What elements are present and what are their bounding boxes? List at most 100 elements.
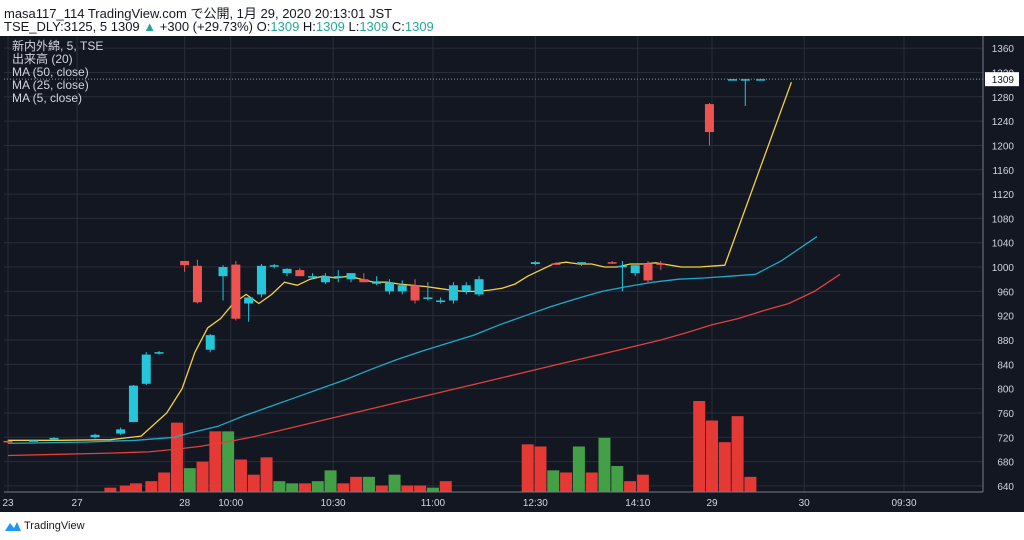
volume-bar <box>260 457 273 492</box>
time-tick-label: 29 <box>706 498 718 509</box>
candle-body <box>90 434 100 438</box>
price-tick-label: 1240 <box>992 117 1015 128</box>
volume-bar <box>119 485 132 492</box>
legend-ma5[interactable]: MA (5, close) <box>12 91 83 105</box>
time-tick-label: 10:30 <box>321 498 346 509</box>
candle-body <box>116 429 126 434</box>
candle-body <box>756 79 766 81</box>
tradingview-logo-icon <box>5 522 21 531</box>
volume-bar <box>534 446 547 492</box>
low-value: 1309 <box>359 19 389 34</box>
volume-bar <box>158 472 171 492</box>
legend-symbol[interactable]: 新内外綿, 5, TSE <box>12 39 104 53</box>
volume-bar <box>222 431 235 492</box>
volume-bar <box>196 461 209 492</box>
volume-bar <box>247 474 260 492</box>
volume-bar <box>350 476 363 492</box>
volume-bar <box>273 481 286 492</box>
symbol-quote: TSE_DLY:3125, 5 1309 ▲ +300 (+29.73%) O:… <box>4 19 434 34</box>
open-value: 1309 <box>270 19 300 34</box>
volume-bar <box>572 446 585 492</box>
volume-bar <box>598 437 611 492</box>
candle-body <box>727 79 737 81</box>
candle-body <box>740 79 750 81</box>
high-label: H: <box>302 19 316 34</box>
price-chart[interactable]: 640 680 720 760 800 840 880 920 960 1000 1040 1080 1… <box>0 36 1024 512</box>
volume-bar <box>731 416 744 492</box>
time-tick-label: 30 <box>799 498 811 509</box>
volume-bar <box>439 481 452 492</box>
candle-body <box>410 285 420 301</box>
volume-bar <box>693 401 706 492</box>
candle-body <box>295 270 305 277</box>
candle-body <box>256 265 266 295</box>
candle-body <box>282 268 292 274</box>
volume-bar <box>104 487 117 492</box>
candle-body <box>423 297 433 299</box>
candle-body <box>704 104 714 133</box>
candle-body <box>231 264 241 319</box>
candle-body <box>643 263 653 281</box>
close-label: C: <box>391 19 405 34</box>
volume-bar <box>706 420 718 492</box>
low-label: L: <box>348 19 360 34</box>
ma5-line <box>8 81 793 441</box>
candle-body <box>359 279 369 283</box>
candle-body <box>397 285 407 292</box>
time-tick-label: 09:30 <box>891 498 916 509</box>
candle-body <box>154 352 164 354</box>
volume-bar <box>337 483 350 492</box>
price-tick-label: 1360 <box>992 44 1015 55</box>
candle-body <box>372 282 382 284</box>
price-tick-label: 1080 <box>992 214 1015 225</box>
volume-bar <box>426 487 439 492</box>
time-tick-label: 23 <box>2 498 14 509</box>
price-tick-label: 880 <box>997 336 1014 347</box>
price-tick-label: 800 <box>997 385 1014 396</box>
price-tick-label: 920 <box>997 312 1014 323</box>
time-tick-label: 10:00 <box>218 498 243 509</box>
legend-volume[interactable]: 出来高 (20) <box>12 52 73 66</box>
volume-bar <box>286 483 299 492</box>
candle-body <box>308 276 318 278</box>
candle-body <box>320 276 330 283</box>
volume-bar <box>234 459 247 492</box>
candle-body <box>630 265 640 274</box>
price-tick-label: 1040 <box>992 239 1015 250</box>
price-tick-label: 640 <box>997 482 1014 493</box>
volume-bar <box>183 468 196 492</box>
volume-bar <box>130 483 142 492</box>
volume-bar <box>145 481 158 492</box>
volume-bar <box>388 474 401 492</box>
close-value: 1309 <box>404 19 434 34</box>
volume-bar <box>560 472 573 492</box>
price-tick-label: 760 <box>997 409 1014 420</box>
candle-body <box>205 335 215 350</box>
volume-bar <box>362 476 375 492</box>
candle-body <box>436 300 446 302</box>
legend-ma25[interactable]: MA (25, close) <box>12 78 89 92</box>
candle-body <box>474 279 484 295</box>
candle-body <box>384 282 394 292</box>
candle-body <box>346 273 356 280</box>
volume-bar <box>209 431 222 492</box>
legend-ma50[interactable]: MA (50, close) <box>12 65 89 79</box>
volume-bar <box>298 483 311 492</box>
volume-bar <box>170 422 183 492</box>
last-price-badge <box>985 72 1019 87</box>
volume-bar <box>414 485 427 492</box>
publish-info: masa117_114 TradingView.com で公開, 1月 29, … <box>4 6 393 21</box>
candle-body <box>448 285 458 301</box>
volume-bar <box>744 476 757 492</box>
candle-body <box>576 262 586 264</box>
candle-body <box>128 385 138 423</box>
volume-bar <box>611 466 624 492</box>
time-tick-label: 27 <box>72 498 84 509</box>
time-tick-label: 12:30 <box>523 498 548 509</box>
candle-body <box>29 440 39 442</box>
candle-body <box>3 440 13 443</box>
candle-body <box>192 265 202 303</box>
last-price-label: 1309 <box>992 75 1015 86</box>
open-label: O: <box>256 19 271 34</box>
price-change: +300 (+29.73%) <box>159 19 254 34</box>
